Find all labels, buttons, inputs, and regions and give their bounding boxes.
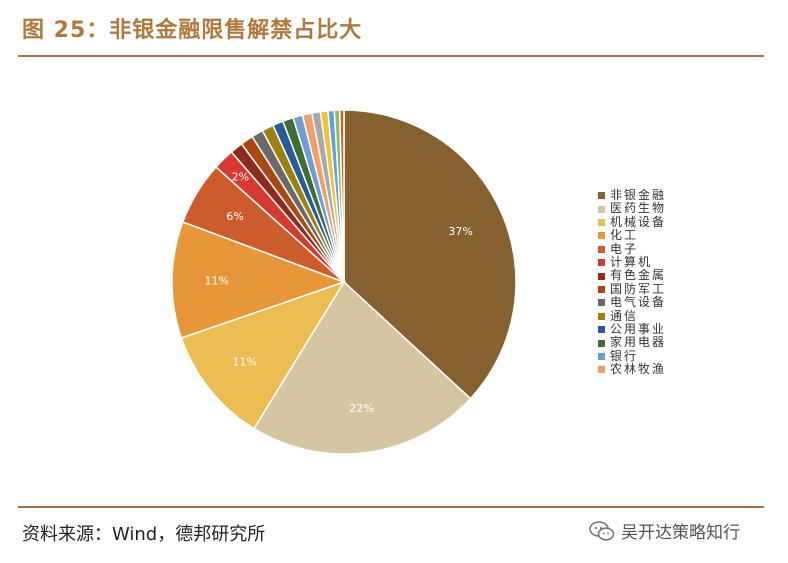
legend-item: 计算机 <box>598 255 666 270</box>
legend-swatch <box>598 272 605 280</box>
legend-label: 有色金属 <box>610 268 667 283</box>
pie-slice-1 <box>252 280 472 455</box>
legend-item: 医药生物 <box>598 201 667 216</box>
legend-item: 化工 <box>598 228 666 243</box>
legend-item: 机械设备 <box>598 214 667 229</box>
slice-label-2: 11% <box>232 356 256 369</box>
slice-label-1: 22% <box>349 402 373 415</box>
legend-label: 化工 <box>610 228 639 243</box>
legend-swatch <box>598 353 605 361</box>
legend-label: 公用事业 <box>610 322 667 337</box>
slice-label-5: 2% <box>232 170 249 183</box>
legend-item: 银行 <box>598 348 666 363</box>
legend-item: 国防军工 <box>598 281 667 296</box>
pie-slice-18 <box>338 109 345 283</box>
legend-label: 非银金融 <box>610 188 667 202</box>
legend-label: 电子 <box>610 241 639 256</box>
legend-item: 通信 <box>598 308 666 323</box>
legend-label: 机械设备 <box>610 214 667 229</box>
legend-swatch <box>598 312 605 320</box>
pie-slice-2 <box>180 280 346 430</box>
top-rule <box>18 55 764 57</box>
legend-swatch <box>598 245 605 253</box>
legend-label: 电气设备 <box>610 295 667 310</box>
legend-item: 电子 <box>598 241 666 256</box>
watermark: 吴开达策略知行 <box>588 518 740 543</box>
legend-swatch <box>598 339 605 347</box>
legend-swatch <box>598 326 605 334</box>
legend-label: 家用电器 <box>610 335 667 350</box>
legend-swatch <box>598 259 605 267</box>
legend-item: 家用电器 <box>598 336 666 349</box>
legend-item: 电气设备 <box>598 295 667 310</box>
legend-label: 医药生物 <box>610 201 667 216</box>
legend-label: 农林牧渔 <box>610 362 667 377</box>
source-note: 资料来源：Wind，德邦研究所 <box>22 524 266 545</box>
pie-slice-3 <box>171 220 347 339</box>
legend-item: 有色金属 <box>598 269 666 282</box>
wechat-icon <box>589 520 615 541</box>
slice-label-3: 11% <box>205 274 229 287</box>
legend-label: 银行 <box>610 348 639 363</box>
legend-swatch <box>598 366 605 374</box>
slice-label-4: 6% <box>226 210 243 223</box>
legend-swatch <box>598 192 605 200</box>
legend-label: 计算机 <box>610 255 653 270</box>
legend-swatch <box>598 299 605 307</box>
legend-label: 通信 <box>610 308 639 323</box>
chart-legend: 非银金融 医药生物 机械设备 化工 电子 计算机 有色金属 国防军工 电气设备 通信 公用事业 家用电… <box>598 188 667 377</box>
legend-item: 公用事业 <box>598 322 667 337</box>
legend-item: 农林牧渔 <box>598 362 667 377</box>
figure-title: 图 25：非银金融限售解禁占比大 <box>22 18 363 43</box>
legend-item: 非银金融 <box>598 188 667 202</box>
bottom-rule <box>18 506 764 508</box>
slice-label-0: 37% <box>448 225 472 238</box>
watermark-text: 吴开达策略知行 <box>621 523 740 543</box>
pie-slice-0 <box>343 109 517 400</box>
legend-swatch <box>598 219 605 227</box>
legend-swatch <box>598 286 605 294</box>
legend-swatch <box>598 232 605 240</box>
legend-label: 国防军工 <box>610 281 667 296</box>
legend-swatch <box>598 205 605 213</box>
